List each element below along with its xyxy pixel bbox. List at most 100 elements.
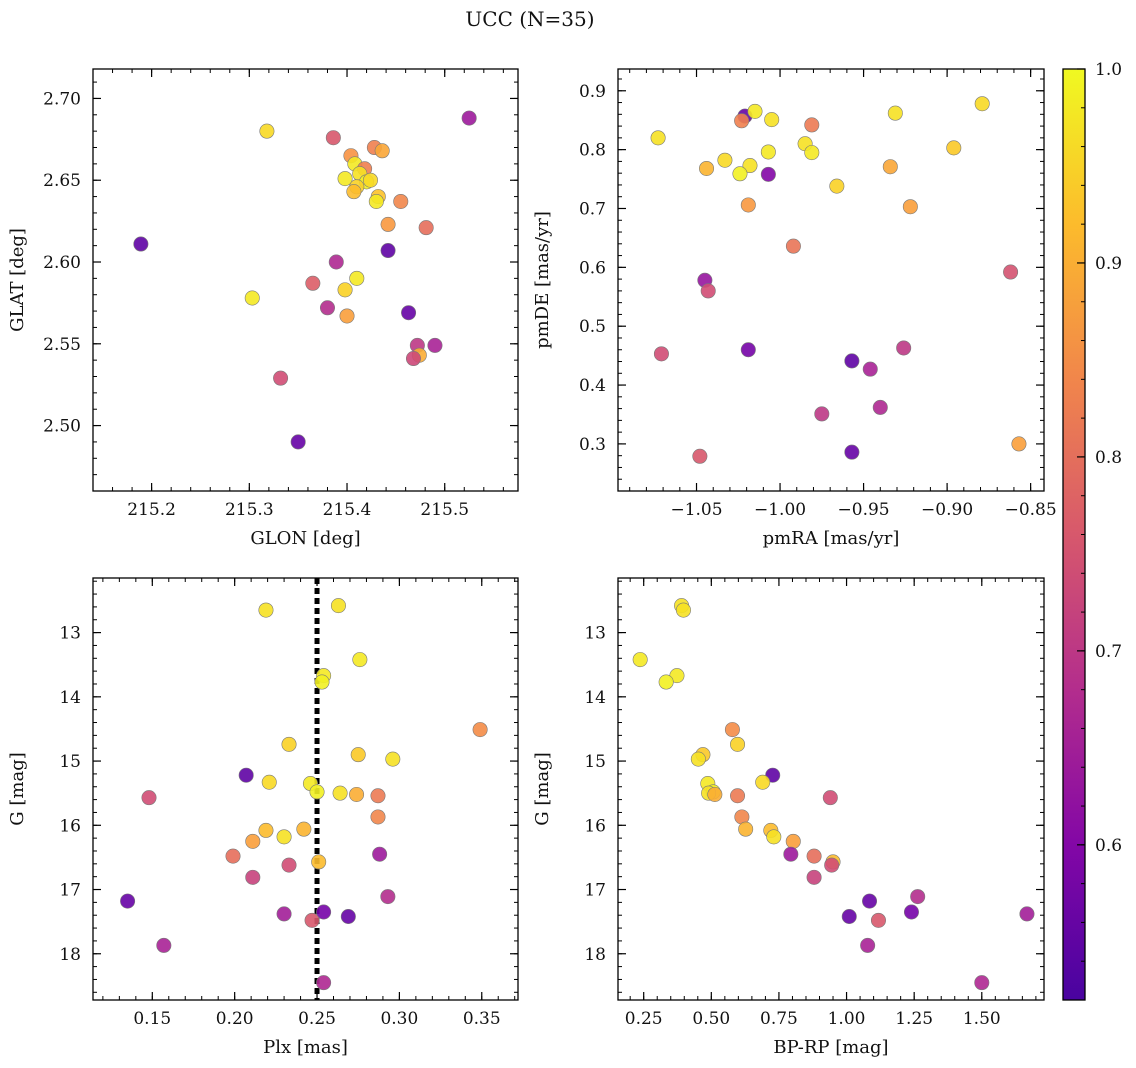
scatter-point: [783, 846, 799, 862]
scatter-point: [824, 857, 840, 873]
scatter-point: [675, 602, 691, 618]
scatter-point: [766, 829, 782, 845]
colorbar-tick-label: 0.7: [1095, 642, 1122, 662]
y-axis-label: G [mag]: [532, 752, 553, 825]
scatter-point: [717, 152, 733, 168]
scatter-point: [844, 353, 860, 369]
plot-frame: [92, 577, 519, 1001]
x-tick-label: 0.15: [133, 1009, 171, 1029]
scatter-point: [316, 975, 332, 991]
scatter-point: [461, 110, 477, 126]
scatter-point: [764, 112, 780, 128]
scatter-point: [120, 893, 136, 909]
scatter-points: [650, 96, 1027, 464]
scatter-point: [804, 145, 820, 161]
x-tick-label: 1.50: [963, 1009, 1001, 1029]
scatter-point: [699, 160, 715, 176]
scatter-point: [887, 105, 903, 121]
scatter-point: [700, 283, 716, 299]
x-tick-label: 215.4: [323, 500, 372, 520]
x-tick-label: 0.35: [463, 1009, 501, 1029]
scatter-point: [276, 829, 292, 845]
scatter-point: [352, 652, 368, 668]
scatter-point: [427, 337, 443, 353]
scatter-point: [747, 103, 763, 119]
scatter-point: [314, 674, 330, 690]
scatter-point: [946, 140, 962, 156]
scatter-point: [740, 197, 756, 213]
panel-pm: −1.05 −1.00 −0.95 −0.90 −0.85 0.3 0.4 0.5 0.6 0.7…: [532, 68, 1057, 549]
scatter-point: [340, 908, 356, 924]
scatter-point: [760, 144, 776, 160]
colorbar-tick-label: 0.9: [1095, 254, 1122, 274]
scatter-point: [760, 166, 776, 182]
colorbar-tick-label: 0.6: [1095, 836, 1122, 856]
y-tick-label: 14: [59, 688, 81, 708]
scatter-point: [418, 220, 434, 236]
scatter-point: [325, 130, 341, 146]
scatter-point: [742, 158, 758, 174]
scatter-point: [330, 598, 346, 614]
scatter-point: [385, 751, 401, 767]
scatter-point: [740, 342, 756, 358]
scatter-point: [730, 788, 746, 804]
scatter-point: [822, 790, 838, 806]
scatter-point: [370, 788, 386, 804]
scatter-point: [692, 448, 708, 464]
scatter-point: [337, 171, 353, 187]
scatter-point: [738, 821, 754, 837]
scatter-point: [903, 904, 919, 920]
plot-frame: [92, 68, 519, 492]
colorbar-gradient: [1063, 69, 1085, 1000]
scatter-point: [902, 199, 918, 215]
colorbar: 0.6 0.7 0.8 0.9 1.0: [1062, 60, 1122, 1001]
y-tick-label: 2.50: [43, 417, 81, 437]
scatter-point: [690, 751, 706, 767]
x-tick-label: 215.5: [420, 500, 469, 520]
scatter-point: [872, 399, 888, 415]
scatter-point: [653, 346, 669, 362]
x-tick-label: 0.75: [760, 1009, 798, 1029]
scatter-points: [632, 598, 1035, 991]
scatter-point: [732, 166, 748, 182]
scatter-point: [804, 117, 820, 133]
y-tick-label: 18: [584, 945, 606, 965]
x-tick-label: 0.25: [298, 1009, 336, 1029]
scatter-point: [141, 790, 157, 806]
y-tick-label: 0.3: [579, 435, 606, 455]
y-tick-label: 16: [59, 816, 81, 836]
scatter-point: [296, 821, 312, 837]
scatter-point: [785, 833, 801, 849]
scatter-point: [405, 351, 421, 367]
scatter-point: [862, 893, 878, 909]
scatter-point: [755, 774, 771, 790]
scatter-point: [349, 270, 365, 286]
scatter-point: [259, 123, 275, 139]
scatter-point: [862, 361, 878, 377]
scatter-point: [472, 722, 488, 738]
scatter-point: [309, 784, 325, 800]
scatter-point: [258, 602, 274, 618]
scatter-point: [734, 113, 750, 129]
scatter-point: [276, 906, 292, 922]
y-axis-label: GLAT [deg]: [7, 228, 28, 332]
scatter-point: [1019, 906, 1035, 922]
scatter-point: [238, 767, 254, 783]
x-axis-label: BP-RP [mag]: [773, 1037, 888, 1058]
scatter-point: [910, 889, 926, 905]
scatter-point: [337, 282, 353, 298]
x-tick-label: −1.05: [670, 500, 722, 520]
scatter-point: [281, 736, 297, 752]
x-tick-label: −1.00: [754, 500, 806, 520]
scatter-point: [346, 184, 362, 200]
colorbar-tick-label: 1.0: [1095, 60, 1122, 80]
x-tick-label: 0.50: [692, 1009, 730, 1029]
scatter-point: [156, 937, 172, 953]
x-tick-label: 215.3: [225, 500, 274, 520]
scatter-point: [372, 846, 388, 862]
scatter-point: [370, 809, 386, 825]
scatter-point: [261, 774, 277, 790]
y-tick-label: 2.65: [43, 171, 81, 191]
x-tick-label: 0.20: [216, 1009, 254, 1029]
scatter-point: [974, 96, 990, 112]
